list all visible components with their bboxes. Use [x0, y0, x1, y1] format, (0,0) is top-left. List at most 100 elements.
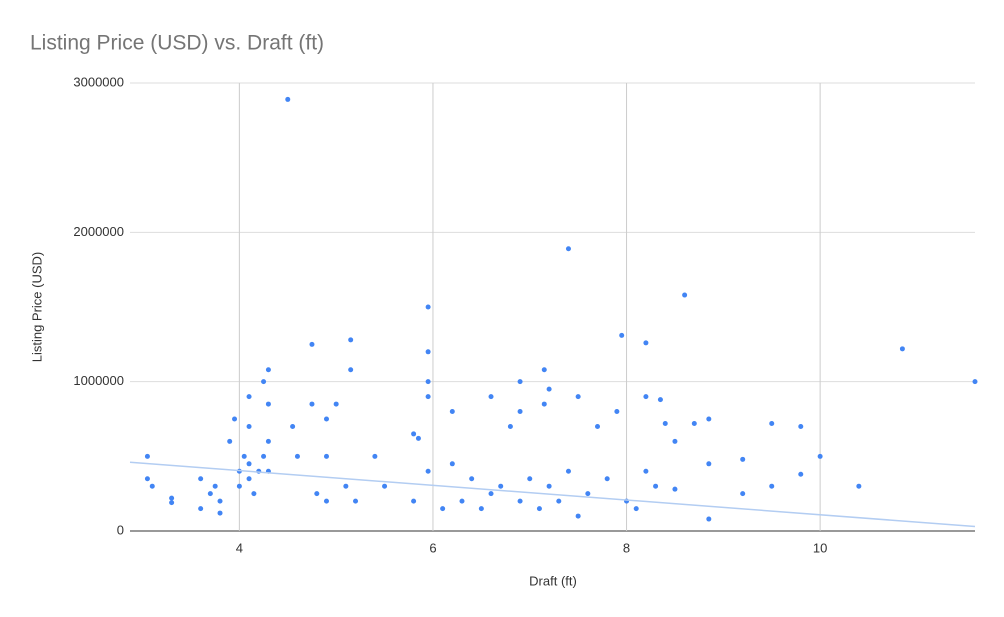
trendline [129, 461, 976, 528]
x-tick-label: 4 [236, 540, 243, 555]
point [682, 292, 688, 298]
point [261, 453, 267, 459]
point [323, 453, 329, 459]
point [290, 423, 296, 429]
point [517, 498, 523, 504]
point [323, 498, 329, 504]
point [541, 367, 547, 373]
point [246, 476, 252, 482]
point [314, 491, 320, 497]
point [633, 506, 639, 512]
point [415, 435, 421, 441]
point [740, 491, 746, 497]
point [657, 397, 663, 403]
point [227, 438, 233, 444]
point [856, 483, 862, 489]
point [246, 394, 252, 400]
point [595, 423, 601, 429]
point [798, 423, 804, 429]
y-tick-label: 2000000 [73, 224, 124, 239]
y-tick-label: 1000000 [73, 373, 124, 388]
x-axis-label: Draft (ft) [529, 573, 577, 588]
point [212, 483, 218, 489]
point [769, 420, 775, 426]
point [469, 476, 475, 482]
point [149, 483, 155, 489]
point [169, 495, 175, 501]
point [585, 491, 591, 497]
x-tick-label: 6 [429, 540, 436, 555]
point [449, 409, 455, 415]
point [459, 498, 465, 504]
point [672, 486, 678, 492]
point [706, 516, 712, 522]
point [251, 491, 257, 497]
point [536, 506, 542, 512]
point [662, 420, 668, 426]
point [309, 401, 315, 407]
point [619, 332, 625, 338]
point [144, 476, 150, 482]
point [372, 453, 378, 459]
point [425, 394, 431, 400]
point [217, 498, 223, 504]
point [246, 461, 252, 467]
point [643, 468, 649, 474]
point [198, 476, 204, 482]
y-tick-label: 0 [117, 522, 124, 537]
point [348, 367, 354, 373]
point [449, 461, 455, 467]
point [653, 483, 659, 489]
point [691, 420, 697, 426]
point [207, 491, 213, 497]
point [241, 453, 247, 459]
point [527, 476, 533, 482]
point [382, 483, 388, 489]
point [353, 498, 359, 504]
point [565, 468, 571, 474]
point [411, 431, 417, 437]
x-tick-label: 8 [623, 540, 630, 555]
point [217, 510, 223, 516]
point [643, 394, 649, 400]
point [798, 471, 804, 477]
point [246, 423, 252, 429]
point [507, 423, 513, 429]
point [425, 468, 431, 474]
point [604, 476, 610, 482]
point [706, 416, 712, 422]
chart-title: Listing Price (USD) vs. Draft (ft) [30, 32, 324, 55]
point [517, 409, 523, 415]
y-axis-label: Listing Price (USD) [29, 252, 44, 363]
point [546, 386, 552, 392]
x-tick-label: 10 [813, 540, 827, 555]
point [323, 416, 329, 422]
point [614, 409, 620, 415]
point [169, 500, 175, 506]
point [740, 456, 746, 462]
point [565, 246, 571, 252]
point [517, 379, 523, 385]
point [294, 453, 300, 459]
point [556, 498, 562, 504]
point [440, 506, 446, 512]
point [236, 483, 242, 489]
point [411, 498, 417, 504]
point [343, 483, 349, 489]
point [425, 349, 431, 355]
point [265, 401, 271, 407]
point [575, 394, 581, 400]
point [575, 513, 581, 519]
point [425, 379, 431, 385]
point [817, 453, 823, 459]
point [144, 453, 150, 459]
point [672, 438, 678, 444]
point [478, 506, 484, 512]
point [333, 401, 339, 407]
point [198, 506, 204, 512]
point [972, 379, 978, 385]
point [425, 304, 431, 310]
point [541, 401, 547, 407]
